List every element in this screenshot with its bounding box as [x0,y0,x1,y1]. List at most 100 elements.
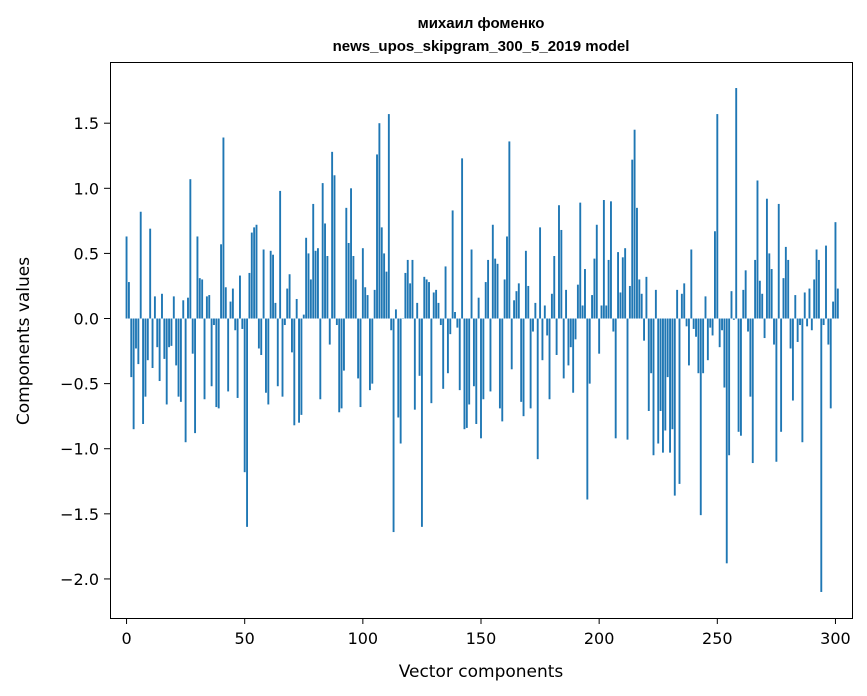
bar-39 [217,318,220,409]
bar-228 [664,318,667,431]
bar-236 [683,283,686,319]
bar-195 [586,318,589,500]
bar-139 [454,312,456,319]
bar-37 [213,318,215,326]
bar-280 [787,259,790,319]
bar-238 [688,318,690,366]
bar-158 [498,318,501,409]
bar-237 [685,318,688,327]
bar-69 [288,274,291,319]
bar-92 [343,318,345,371]
bar-233 [676,289,679,319]
bar-10 [149,228,152,319]
bar-274 [773,318,775,345]
bar-99 [359,318,362,408]
bar-232 [673,318,676,496]
bar-207 [614,318,617,439]
bar-19 [170,318,173,346]
bar-33 [203,318,206,400]
bar-9 [146,318,149,361]
bar-97 [354,279,357,319]
bar-72 [295,298,298,319]
bar-83 [321,183,324,319]
bar-266 [754,259,757,319]
bar-181 [553,256,556,319]
bar-273 [770,269,773,319]
bar-157 [496,263,499,319]
bar-68 [286,288,289,319]
bar-135 [444,266,447,319]
bar-196 [588,318,591,384]
bar-211 [624,248,627,319]
bar-152 [484,282,487,319]
bar-74 [300,318,303,415]
bar-199 [595,224,598,319]
bar-27 [189,179,192,319]
bar-46 [234,318,237,331]
bar-121 [411,259,414,319]
bar-31 [198,278,201,319]
bar-262 [744,270,747,319]
x-tick-label: 0 [121,629,131,648]
bar-70 [291,318,293,353]
bar-75 [302,314,305,319]
bar-164 [513,300,516,319]
bar-115 [397,318,400,418]
y-tick-label: 1.5 [74,114,99,133]
bar-246 [706,318,709,361]
bar-54 [253,227,256,319]
bar-281 [789,318,792,349]
bar-143 [463,318,466,430]
bar-242 [697,318,700,374]
bar-177 [543,305,546,319]
bar-160 [503,279,506,319]
bar-224 [654,289,657,319]
bar-283 [794,295,797,319]
bar-275 [775,318,778,462]
bar-91 [340,318,343,409]
x-tick-label: 250 [702,629,733,648]
bar-205 [610,201,612,319]
bar-218 [640,293,643,319]
bar-16 [163,318,166,359]
bar-59 [265,318,267,393]
bar-189 [572,318,575,393]
bar-288 [806,318,809,327]
bar-55 [255,224,258,319]
bar-44 [229,301,232,319]
bar-202 [602,200,605,319]
bar-101 [364,287,367,319]
bar-7 [142,318,145,424]
bar-191 [576,284,579,319]
y-tick-label: −1.0 [60,440,99,459]
bar-114 [394,309,397,319]
bar-244 [702,318,705,374]
bar-183 [558,205,560,319]
bar-56 [257,318,260,349]
bar-173 [534,302,537,319]
bar-166 [517,283,520,319]
bar-247 [709,318,712,328]
bar-109 [383,253,386,319]
bar-15 [161,293,163,319]
bar-198 [593,258,596,319]
bar-285 [799,318,801,326]
bar-95 [350,188,352,319]
bar-81 [317,248,319,319]
bar-298 [829,318,832,409]
bar-221 [647,318,650,411]
bar-116 [399,318,402,444]
bar-49 [241,318,244,329]
bar-182 [555,318,558,355]
bar-203 [605,305,608,319]
bar-58 [262,249,265,319]
bar-257 [732,318,735,320]
bar-184 [560,229,563,319]
y-tick-label: −0.5 [60,375,99,394]
bar-252 [721,318,723,331]
bar-50 [243,318,246,473]
bar-30 [196,236,199,319]
bar-18 [168,318,171,348]
bar-22 [177,318,180,397]
